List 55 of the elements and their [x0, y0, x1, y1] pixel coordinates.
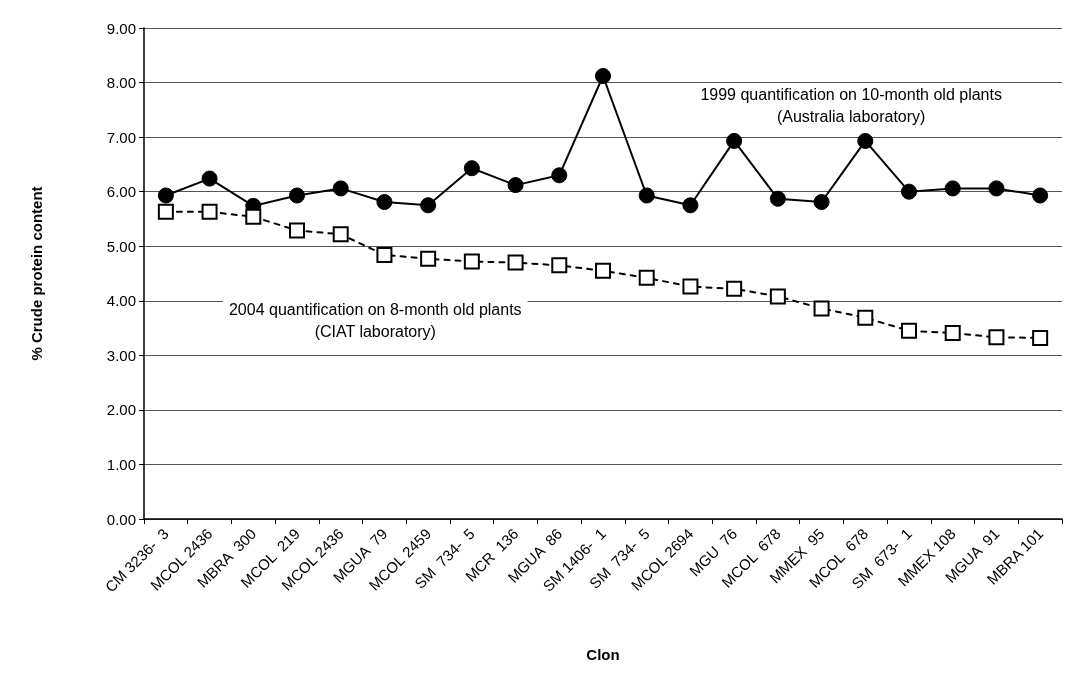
point — [376, 194, 393, 211]
y-tick-label: 4.00 — [106, 292, 136, 310]
point — [595, 262, 611, 279]
point — [726, 280, 743, 297]
point — [769, 190, 786, 207]
point — [201, 203, 218, 220]
point — [638, 269, 655, 286]
point — [332, 180, 349, 197]
y-tick-label: 7.00 — [106, 128, 136, 146]
point — [813, 194, 830, 211]
point — [289, 187, 305, 204]
point — [332, 226, 349, 243]
point — [463, 160, 480, 177]
point — [507, 254, 524, 271]
point — [901, 183, 917, 200]
point — [245, 208, 262, 225]
point — [463, 253, 480, 270]
point — [157, 203, 174, 220]
point — [944, 180, 961, 197]
point — [376, 246, 393, 263]
point — [289, 222, 305, 239]
point — [1032, 187, 1049, 204]
point — [551, 167, 568, 184]
point — [944, 324, 961, 341]
point — [638, 187, 655, 204]
point — [420, 250, 437, 267]
point — [157, 187, 174, 204]
y-tick-label: 3.00 — [106, 346, 136, 364]
point — [682, 197, 699, 214]
point — [988, 329, 1005, 346]
point — [857, 132, 874, 149]
point — [201, 170, 218, 187]
point — [1032, 329, 1049, 346]
point — [988, 180, 1005, 197]
y-tick-label: 8.00 — [106, 74, 136, 92]
point — [420, 197, 437, 214]
y-tick-label: 1.00 — [106, 455, 136, 473]
y-tick-label: 2.00 — [106, 401, 136, 419]
y-tick-label: 6.00 — [106, 183, 136, 201]
point — [682, 278, 699, 295]
series-label: 2004 quantification on 8-month old plants (CIAT laboratory) — [228, 300, 522, 340]
y-tick-label: 5.00 — [106, 237, 136, 255]
point — [595, 68, 611, 84]
y-axis-title: % Crude protein content — [28, 186, 45, 361]
x-axis-title: Clon — [586, 646, 620, 663]
point — [857, 309, 874, 326]
point — [551, 257, 568, 274]
series-label: 1999 quantification on 10-month old plants (Australia laboratory) — [700, 85, 1002, 125]
point — [901, 322, 917, 339]
point — [726, 132, 743, 149]
point — [813, 300, 830, 317]
point — [769, 288, 786, 305]
y-tick-label: 9.00 — [106, 19, 136, 37]
point — [507, 177, 524, 194]
y-tick-label: 0.00 — [106, 510, 136, 528]
